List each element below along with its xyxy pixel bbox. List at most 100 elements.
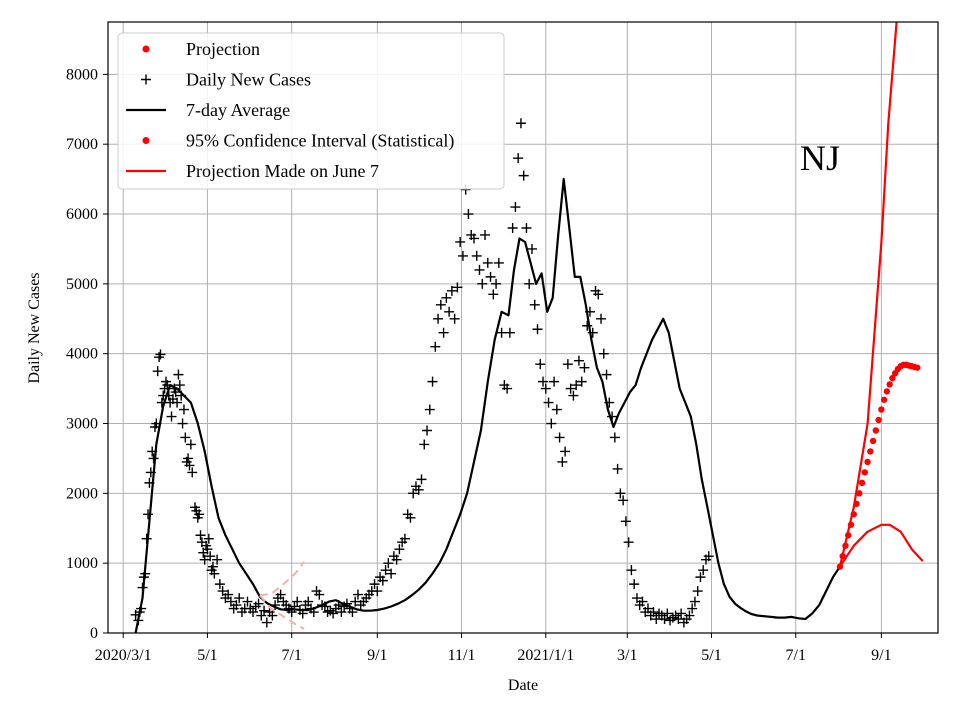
daily-case-point xyxy=(214,579,225,590)
series-line-earlier-projection-lower xyxy=(259,594,305,630)
legend-plus-marker xyxy=(141,74,151,85)
projection-point xyxy=(861,469,869,476)
daily-case-point xyxy=(352,589,363,600)
daily-case-point xyxy=(526,243,537,254)
series-layer xyxy=(130,22,924,633)
daily-case-point xyxy=(422,425,433,436)
daily-case-point xyxy=(455,236,466,247)
daily-case-point xyxy=(369,579,380,590)
legend-entry-label: Daily New Cases xyxy=(186,70,311,90)
daily-case-point xyxy=(217,586,228,597)
daily-case-point xyxy=(626,565,637,576)
daily-case-point xyxy=(695,572,706,583)
daily-case-point xyxy=(194,509,205,520)
projection-point xyxy=(875,416,882,424)
daily-case-point xyxy=(180,432,191,443)
daily-case-point xyxy=(435,299,446,310)
daily-case-point xyxy=(573,355,584,366)
projection-point xyxy=(858,479,866,487)
projection-point xyxy=(883,388,891,395)
x-axis-title: Date xyxy=(508,677,538,694)
daily-case-point xyxy=(543,397,554,408)
daily-case-point xyxy=(468,233,479,244)
daily-case-point xyxy=(477,278,488,289)
daily-case-point xyxy=(203,533,214,544)
y-tick-label: 4000 xyxy=(66,346,98,363)
daily-case-point xyxy=(631,593,642,604)
daily-case-point xyxy=(185,439,196,450)
y-tick-label: 5000 xyxy=(66,276,98,293)
daily-case-point xyxy=(659,614,670,625)
daily-case-point xyxy=(166,411,177,422)
projection-point xyxy=(880,396,888,403)
daily-case-point xyxy=(562,359,573,370)
projection-point xyxy=(853,500,860,508)
daily-case-point xyxy=(565,383,576,394)
daily-case-point xyxy=(195,530,206,541)
x-tick-label: 7/1 xyxy=(786,647,806,664)
daily-case-point xyxy=(557,456,568,467)
daily-case-point xyxy=(684,610,695,621)
daily-case-point xyxy=(648,607,659,618)
y-tick-label: 0 xyxy=(90,625,98,642)
x-tick-label: 3/1 xyxy=(617,647,637,664)
daily-case-point xyxy=(612,463,623,474)
daily-case-point xyxy=(549,376,560,387)
x-tick-label: 2020/3/1 xyxy=(95,647,152,664)
daily-case-point xyxy=(372,586,383,597)
x-tick-label: 2021/1/1 xyxy=(517,647,574,664)
projection-point xyxy=(847,521,855,528)
y-tick-label: 2000 xyxy=(66,485,98,502)
daily-case-point xyxy=(546,418,557,429)
daily-case-point xyxy=(248,607,259,618)
legend-entry-label: 7-day Average xyxy=(186,100,290,120)
daily-case-point xyxy=(623,537,634,548)
state-label: NJ xyxy=(800,138,840,178)
x-tick-label: 9/1 xyxy=(871,647,891,664)
daily-case-point xyxy=(424,404,435,415)
daily-case-point xyxy=(172,397,183,408)
daily-case-point xyxy=(391,554,402,565)
daily-case-point xyxy=(474,264,485,275)
daily-case-point xyxy=(452,282,463,293)
daily-case-point xyxy=(205,551,216,562)
daily-case-point xyxy=(689,596,700,607)
legend: Projection Daily New Cases 7-day Average 95… xyxy=(117,32,505,190)
legend-dot-marker xyxy=(142,45,150,53)
y-tick-label: 6000 xyxy=(66,206,98,223)
daily-case-point xyxy=(446,285,457,296)
projection-point xyxy=(914,364,921,371)
projection-point xyxy=(886,381,893,388)
daily-case-point xyxy=(155,349,166,360)
daily-case-point xyxy=(223,589,234,600)
y-tick-label: 1000 xyxy=(66,555,98,572)
daily-case-point xyxy=(430,341,441,352)
projection-point xyxy=(839,552,846,560)
projection-point xyxy=(864,458,871,466)
daily-case-point xyxy=(314,589,325,600)
legend-entry-label: Projection xyxy=(186,39,260,59)
daily-case-point xyxy=(491,278,502,289)
daily-case-point xyxy=(676,608,687,619)
daily-case-point xyxy=(463,209,474,220)
daily-case-point xyxy=(582,320,593,331)
projection-point xyxy=(869,437,877,445)
daily-case-point xyxy=(183,453,194,464)
daily-case-point xyxy=(493,257,504,268)
daily-case-point xyxy=(540,383,551,394)
daily-case-point xyxy=(510,202,521,213)
legend-dot-marker xyxy=(142,137,150,144)
daily-case-point xyxy=(703,551,714,562)
daily-case-point xyxy=(202,544,213,555)
daily-case-point xyxy=(471,250,482,261)
daily-case-point xyxy=(173,369,184,380)
y-axis-title: Daily New Cases xyxy=(26,272,43,383)
legend-entry-label: 95% Confidence Interval (Statistical) xyxy=(186,131,454,152)
daily-case-point xyxy=(438,327,449,338)
daily-case-point xyxy=(480,229,491,240)
daily-case-point xyxy=(457,250,468,261)
daily-case-point xyxy=(441,292,452,303)
daily-case-point xyxy=(231,600,242,611)
